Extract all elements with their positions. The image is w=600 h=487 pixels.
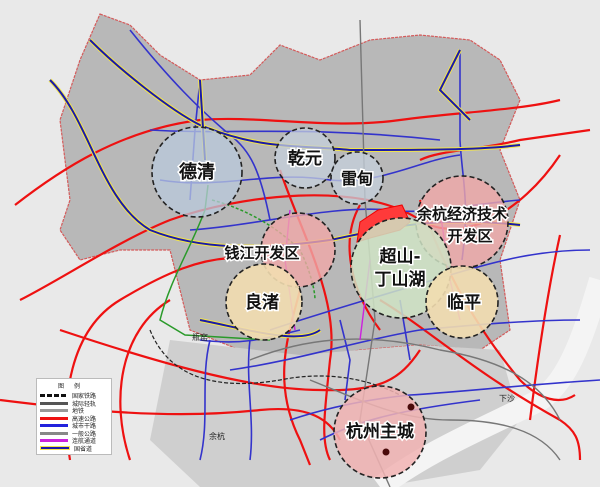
svg-text:超山-: 超山- (379, 246, 420, 267)
legend-item: 国家铁路 (40, 392, 108, 400)
svg-text:雷甸: 雷甸 (341, 169, 373, 188)
zone-hangzhou-main[interactable]: 杭州主城 (333, 385, 427, 479)
zone-linping[interactable]: 临平 (425, 265, 499, 339)
legend-item: 高速公路 (40, 415, 108, 423)
place-pingyao: 瓶窑 (192, 332, 208, 342)
legend-item: 城际轻轨 (40, 400, 108, 408)
place-xiasha: 下沙 (499, 394, 515, 403)
svg-text:临平: 临平 (447, 292, 481, 313)
station-marker (407, 403, 415, 411)
legend-item: 国省道 (40, 445, 108, 453)
svg-text:良渚: 良渚 (245, 292, 279, 313)
zone-liangzhu[interactable]: 良渚 (225, 263, 303, 341)
legend-title: 图例 (57, 383, 90, 390)
qiantang-river (373, 276, 600, 487)
map-legend: 图例 国家铁路 城际轻轨 地铁 高速公路 城市干路 一般公路 连航通道 国省道 (36, 378, 112, 455)
station-marker (382, 448, 390, 456)
legend-item: 连航通道 (40, 437, 108, 445)
svg-text:开发区: 开发区 (447, 227, 492, 245)
railway (149, 329, 401, 396)
legend-item: 地铁 (40, 407, 108, 415)
svg-text:乾元: 乾元 (288, 148, 322, 169)
green-dashed-line (211, 199, 316, 301)
zone-leidian[interactable]: 雷甸 (330, 151, 384, 205)
zone-deqing[interactable]: 德清 (151, 126, 243, 218)
svg-text:德清: 德清 (179, 161, 215, 183)
legend-item: 城市干路 (40, 422, 108, 430)
zone-qianyuan[interactable]: 乾元 (274, 127, 336, 189)
svg-text:丁山湖: 丁山湖 (375, 270, 426, 290)
place-yuhang: 余杭 (209, 431, 225, 441)
zone-yuhang-etdz[interactable]: 余杭经济技术 开发区 (414, 175, 509, 269)
zone-chaoshan[interactable]: 超山- 丁山湖 (350, 217, 452, 319)
legend-item: 一般公路 (40, 430, 108, 438)
svg-text:钱江开发区: 钱江开发区 (224, 244, 299, 262)
svg-text:余杭经济技术: 余杭经济技术 (416, 205, 507, 223)
svg-text:杭州主城: 杭州主城 (346, 421, 414, 442)
